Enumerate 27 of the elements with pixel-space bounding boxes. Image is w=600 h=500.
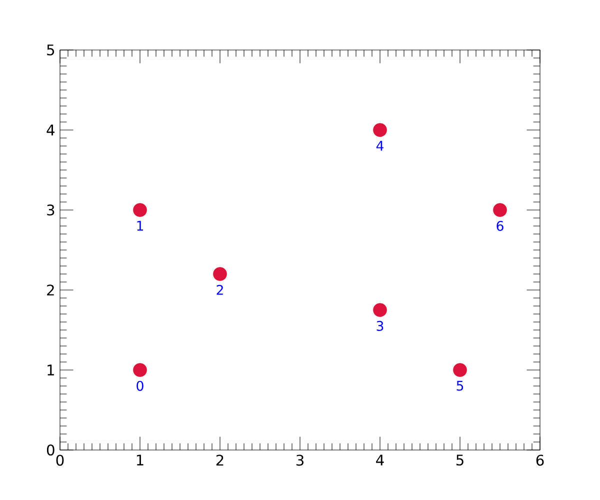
point	[133, 363, 147, 377]
y-tick-label: 1	[48, 364, 54, 376]
annotation: 0	[136, 380, 144, 391]
point	[373, 123, 387, 137]
point	[373, 303, 387, 317]
annotation: 5	[456, 380, 464, 391]
point	[213, 267, 227, 281]
x-tick-label: 1	[136, 454, 144, 466]
x-tick-label: 3	[296, 454, 304, 466]
annotation: 4	[376, 140, 384, 151]
x-tick-label: 5	[456, 454, 464, 466]
y-tick-label: 0	[46, 444, 54, 456]
y-tick-label: 3	[47, 204, 54, 216]
x-tick-label: 6	[536, 454, 544, 466]
y-tick-label: 5	[47, 44, 54, 56]
x-tick-label: 4	[376, 454, 384, 466]
annotation: 2	[216, 284, 223, 295]
x-tick-label: 2	[216, 454, 224, 466]
point	[453, 363, 467, 377]
annotation: 6	[496, 220, 504, 231]
annotation: 1	[137, 220, 144, 231]
point	[493, 203, 507, 217]
x-tick-label: 0	[56, 454, 64, 466]
y-tick-label: 4	[46, 124, 54, 136]
annotation: 3	[376, 320, 384, 331]
point	[133, 203, 147, 217]
y-tick-label: 2	[47, 284, 54, 296]
